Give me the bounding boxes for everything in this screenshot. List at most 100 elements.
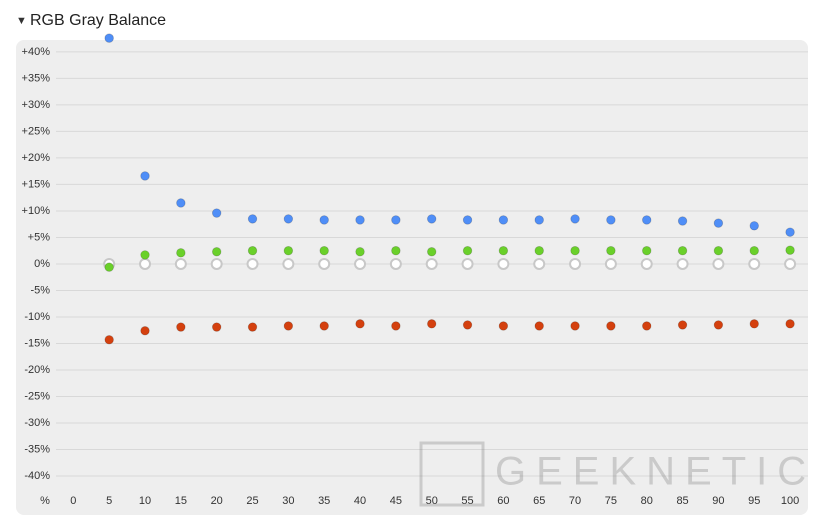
point bbox=[712, 257, 725, 270]
y-tick-label: +35% bbox=[22, 72, 51, 84]
point bbox=[497, 257, 510, 270]
point bbox=[319, 321, 329, 331]
collapse-arrow[interactable]: ▼ bbox=[16, 15, 27, 27]
point bbox=[354, 257, 367, 270]
plot-area bbox=[16, 40, 808, 515]
point bbox=[713, 320, 724, 330]
x-tick-label: 40 bbox=[354, 495, 366, 507]
point bbox=[389, 257, 402, 270]
x-axis-label: % bbox=[40, 495, 50, 507]
point bbox=[677, 216, 688, 226]
y-tick-label: +20% bbox=[22, 152, 51, 164]
point bbox=[461, 257, 474, 270]
point bbox=[604, 257, 617, 270]
point bbox=[640, 257, 653, 270]
point bbox=[462, 320, 473, 330]
point bbox=[247, 322, 258, 332]
point bbox=[283, 321, 294, 331]
point bbox=[713, 218, 724, 228]
point bbox=[533, 257, 546, 270]
y-tick-label: +40% bbox=[22, 46, 51, 58]
point bbox=[570, 214, 580, 224]
x-tick-label: 65 bbox=[533, 495, 545, 507]
point bbox=[391, 215, 401, 225]
point bbox=[210, 257, 223, 270]
point bbox=[427, 247, 437, 257]
y-tick-label: +25% bbox=[22, 125, 51, 137]
x-tick-label: 10 bbox=[139, 495, 151, 507]
point bbox=[104, 33, 114, 43]
point bbox=[642, 245, 652, 256]
y-tick-label: -40% bbox=[24, 470, 50, 482]
point bbox=[139, 257, 152, 270]
point bbox=[534, 215, 544, 225]
x-tick-label: 30 bbox=[282, 495, 294, 507]
y-tick-label: -10% bbox=[24, 311, 50, 323]
point bbox=[606, 215, 616, 225]
x-tick-label: 80 bbox=[641, 495, 653, 507]
y-tick-label: 0% bbox=[34, 258, 50, 270]
point bbox=[713, 245, 724, 256]
point bbox=[174, 257, 187, 270]
x-tick-label: 5 bbox=[106, 495, 112, 507]
point bbox=[247, 245, 258, 256]
x-tick-label: 60 bbox=[497, 495, 509, 507]
point bbox=[785, 319, 795, 329]
point bbox=[319, 245, 329, 256]
point bbox=[176, 248, 186, 258]
x-tick-label: 55 bbox=[461, 495, 473, 507]
point bbox=[283, 214, 294, 224]
point bbox=[318, 257, 331, 270]
x-tick-label: 35 bbox=[318, 495, 330, 507]
x-tick-label: 75 bbox=[605, 495, 617, 507]
watermark-group: GEEKNETIC bbox=[419, 441, 816, 507]
x-tick-label: 85 bbox=[676, 495, 688, 507]
point bbox=[104, 262, 114, 272]
x-tick-label: 15 bbox=[175, 495, 187, 507]
point bbox=[425, 257, 438, 270]
point bbox=[498, 245, 509, 256]
x-tick-label: 100 bbox=[781, 495, 799, 507]
point bbox=[749, 221, 759, 231]
x-tick-label: 0 bbox=[70, 495, 76, 507]
point bbox=[606, 321, 616, 331]
point bbox=[642, 321, 652, 331]
point bbox=[498, 321, 509, 331]
point bbox=[462, 215, 473, 225]
point bbox=[176, 198, 186, 208]
y-tick-label: +10% bbox=[22, 205, 51, 217]
point bbox=[534, 321, 544, 331]
x-tick-label: 70 bbox=[569, 495, 581, 507]
y-tick-label: +30% bbox=[22, 99, 51, 111]
point bbox=[785, 227, 795, 237]
point bbox=[211, 247, 222, 257]
point bbox=[319, 215, 329, 225]
y-tick-label: +15% bbox=[22, 178, 51, 190]
point bbox=[427, 319, 437, 329]
y-tick-label: -35% bbox=[24, 443, 50, 455]
point bbox=[677, 320, 688, 330]
point bbox=[211, 322, 222, 332]
point bbox=[785, 245, 795, 255]
y-tick-label: -30% bbox=[24, 417, 50, 429]
point bbox=[570, 245, 580, 256]
point bbox=[606, 245, 616, 256]
x-tick-label: 25 bbox=[246, 495, 258, 507]
watermark-logo bbox=[419, 441, 485, 507]
point bbox=[176, 322, 186, 332]
point bbox=[140, 326, 150, 336]
point bbox=[104, 335, 114, 345]
y-tick-label: +5% bbox=[28, 231, 51, 243]
point bbox=[140, 250, 150, 260]
x-tick-label: 90 bbox=[712, 495, 724, 507]
point bbox=[498, 215, 509, 225]
point bbox=[784, 257, 797, 270]
point bbox=[391, 321, 401, 331]
watermark: GEEKNETIC bbox=[495, 450, 816, 494]
point bbox=[534, 245, 544, 256]
x-tick-label: 95 bbox=[748, 495, 760, 507]
point bbox=[676, 257, 689, 270]
y-tick-label: -5% bbox=[30, 284, 50, 296]
point bbox=[246, 257, 259, 270]
